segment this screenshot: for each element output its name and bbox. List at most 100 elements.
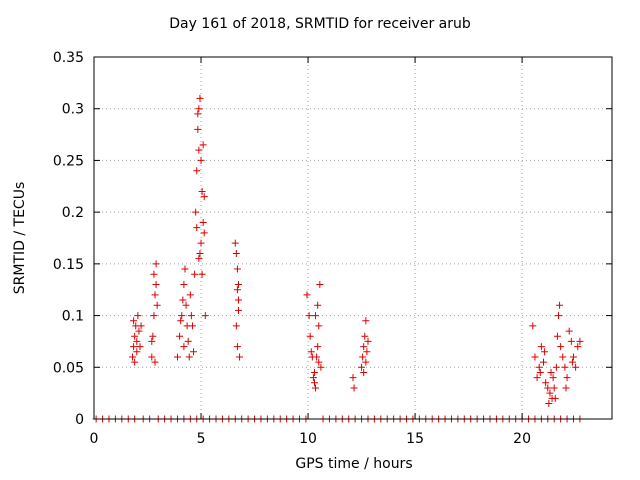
data-point: [178, 312, 186, 320]
data-point: [546, 389, 554, 397]
data-point: [232, 250, 240, 258]
data-point: [192, 208, 200, 216]
data-point: [148, 353, 156, 361]
data-point: [187, 312, 195, 320]
data-point: [176, 332, 184, 340]
data-point: [182, 301, 190, 309]
data-point: [151, 358, 159, 366]
data-point: [180, 281, 188, 289]
data-point: [130, 343, 138, 351]
data-point: [561, 363, 569, 371]
data-point: [545, 399, 553, 407]
data-point: [195, 146, 203, 154]
y-tick-label: 0.05: [53, 360, 84, 376]
data-point: [362, 317, 370, 325]
data-point: [181, 265, 189, 273]
data-point: [196, 94, 204, 102]
data-point: [234, 281, 242, 289]
data-point: [313, 353, 321, 361]
data-point: [150, 312, 158, 320]
data-point: [360, 368, 368, 376]
data-point: [541, 348, 549, 356]
data-point: [193, 167, 201, 175]
data-point: [360, 343, 368, 351]
data-point: [317, 363, 325, 371]
data-point: [234, 296, 242, 304]
data-point: [563, 374, 571, 382]
data-point: [358, 363, 366, 371]
data-point: [136, 343, 144, 351]
data-point: [550, 384, 558, 392]
data-point: [232, 322, 240, 330]
data-point: [540, 358, 548, 366]
data-point: [197, 156, 205, 164]
data-point: [349, 374, 357, 382]
data-point: [568, 358, 576, 366]
data-point: [535, 363, 543, 371]
data-point: [190, 348, 198, 356]
data-point: [310, 368, 318, 376]
data-point: [198, 187, 206, 195]
x-tick-label: 20: [513, 431, 531, 447]
data-point: [196, 250, 204, 258]
data-point: [198, 270, 206, 278]
data-point: [556, 301, 564, 309]
data-point: [567, 337, 575, 345]
data-point: [201, 312, 209, 320]
data-point: [361, 332, 369, 340]
data-point: [537, 343, 545, 351]
x-axis-label: GPS time / hours: [295, 456, 413, 472]
data-points: [92, 94, 584, 423]
data-point: [135, 327, 143, 335]
y-tick-label: 0.2: [62, 205, 84, 221]
data-point: [549, 374, 557, 382]
data-point: [303, 291, 311, 299]
data-point: [152, 281, 160, 289]
data-point: [576, 337, 584, 345]
data-point: [131, 358, 139, 366]
data-point: [572, 363, 580, 371]
data-point: [134, 312, 142, 320]
data-point: [531, 353, 539, 361]
chart-title: Day 161 of 2018, SRMTID for receiver aru…: [169, 16, 471, 32]
data-point: [314, 301, 322, 309]
data-point: [312, 312, 320, 320]
axis-ticks: 0 0.05 0.1 0.15 0.2 0.25 0.3 0.35 0 5 10 15 20: [53, 50, 612, 447]
data-point: [195, 105, 203, 113]
y-tick-label: 0.1: [62, 309, 84, 325]
data-point: [231, 239, 239, 247]
data-point: [363, 348, 371, 356]
data-point: [150, 270, 158, 278]
data-point: [562, 384, 570, 392]
data-point: [551, 394, 559, 402]
data-point: [200, 229, 208, 237]
data-point: [315, 322, 323, 330]
y-tick-label: 0.25: [53, 153, 84, 169]
data-point: [574, 343, 582, 351]
data-point: [533, 374, 541, 382]
data-point: [133, 337, 141, 345]
data-point: [148, 337, 156, 345]
data-point: [569, 353, 577, 361]
data-point: [133, 348, 141, 356]
data-point: [307, 348, 315, 356]
data-point: [314, 343, 322, 351]
y-tick-label: 0.3: [62, 102, 84, 118]
data-point: [557, 343, 565, 351]
data-point: [137, 322, 145, 330]
data-point: [536, 368, 544, 376]
data-point: [180, 343, 188, 351]
data-point: [310, 379, 318, 387]
data-point: [195, 255, 203, 263]
data-point: [309, 374, 317, 382]
data-point: [130, 317, 138, 325]
data-point: [177, 317, 185, 325]
data-point: [565, 327, 573, 335]
y-axis-label: SRMTID / TECUs: [12, 181, 28, 295]
data-point: [173, 353, 181, 361]
data-point: [553, 332, 561, 340]
data-point: [193, 224, 201, 232]
data-point: [197, 239, 205, 247]
data-point: [194, 125, 202, 133]
